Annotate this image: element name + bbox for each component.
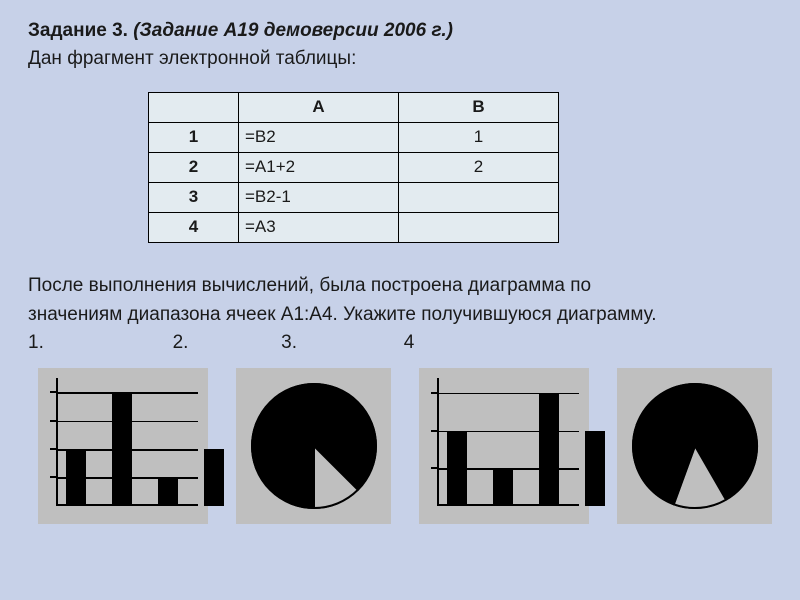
- task-source: (Задание А19 демоверсии 2006 г.): [133, 20, 453, 41]
- cell-B2: 2: [399, 152, 559, 182]
- question-line2: значениям диапазона ячеек А1:А4. Укажите…: [28, 302, 772, 328]
- col-header-B: B: [399, 92, 559, 122]
- row-header: 4: [149, 212, 239, 242]
- opt-2: 2.: [173, 332, 197, 354]
- cell-A4: =A3: [239, 212, 399, 242]
- answer-options: 1. 2. 3. 4: [28, 332, 772, 354]
- opt-3: 3.: [281, 332, 305, 354]
- row-header: 1: [149, 122, 239, 152]
- task-subtitle: Дан фрагмент электронной таблицы:: [28, 48, 772, 70]
- table-corner: [149, 92, 239, 122]
- task-number: Задание 3.: [28, 20, 128, 41]
- row-header: 3: [149, 182, 239, 212]
- cell-B1: 1: [399, 122, 559, 152]
- opt-1: 1.: [28, 332, 52, 354]
- cell-B4: [399, 212, 559, 242]
- chart-option-1: [38, 368, 208, 524]
- chart-option-2: [236, 368, 391, 524]
- col-header-A: A: [239, 92, 399, 122]
- question-line1: После выполнения вычислений, была постро…: [28, 273, 772, 299]
- charts-row: [28, 368, 772, 524]
- spreadsheet-table: A B 1 =B2 1 2 =A1+2 2 3 =B2-1 4 =A3: [148, 92, 559, 243]
- opt-4: 4: [404, 332, 428, 354]
- task-heading: Задание 3. (Задание А19 демоверсии 2006 …: [28, 18, 772, 44]
- cell-A3: =B2-1: [239, 182, 399, 212]
- cell-B3: [399, 182, 559, 212]
- chart-option-4: [617, 368, 772, 524]
- cell-A2: =A1+2: [239, 152, 399, 182]
- chart-option-3: [419, 368, 589, 524]
- cell-A1: =B2: [239, 122, 399, 152]
- row-header: 2: [149, 152, 239, 182]
